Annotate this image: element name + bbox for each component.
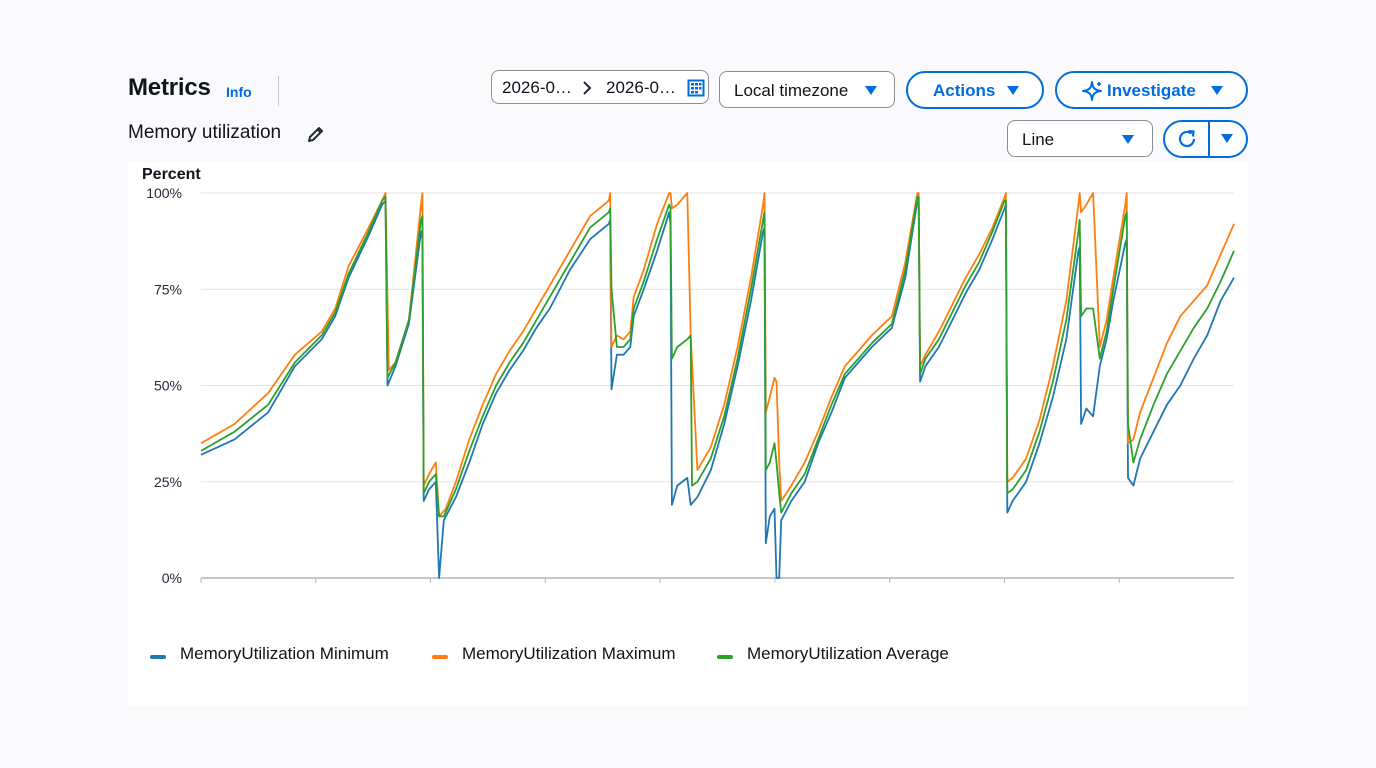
timezone-select-value: Local timezone xyxy=(734,81,849,100)
legend-label-average: MemoryUtilization Average xyxy=(747,644,949,663)
investigate-button[interactable]: Investigate xyxy=(1055,71,1248,109)
y-tick-label: 25% xyxy=(154,474,182,490)
chart-title: Memory utilization xyxy=(128,122,282,143)
date-range-start: 2026-0… xyxy=(502,78,572,97)
actions-button[interactable]: Actions xyxy=(906,71,1044,109)
series-line-average xyxy=(200,196,1235,518)
caret-down-icon xyxy=(1122,135,1134,144)
pencil-icon[interactable] xyxy=(306,124,326,144)
y-tick-label: 0% xyxy=(162,570,182,586)
date-range-end: 2026-0… xyxy=(606,78,676,97)
header-divider xyxy=(278,76,279,106)
caret-down-icon xyxy=(1007,86,1019,95)
y-tick-label: 75% xyxy=(154,281,182,297)
refresh-split-button xyxy=(1163,120,1248,158)
legend-swatch-minimum xyxy=(150,655,166,659)
info-link[interactable]: Info xyxy=(226,84,252,100)
caret-down-icon xyxy=(865,86,877,95)
y-tick-label: 50% xyxy=(154,378,182,394)
investigate-button-label: Investigate xyxy=(1107,81,1196,100)
legend-swatch-average xyxy=(717,655,733,659)
refresh-button[interactable] xyxy=(1165,122,1208,156)
refresh-options-dropdown[interactable] xyxy=(1210,122,1246,156)
calendar-icon[interactable] xyxy=(687,79,705,97)
caret-down-icon xyxy=(1211,86,1223,95)
chevron-right-icon xyxy=(583,81,592,95)
legend-label-minimum: MemoryUtilization Minimum xyxy=(180,644,389,663)
caret-down-icon xyxy=(1221,134,1233,143)
refresh-divider xyxy=(1208,122,1210,156)
y-axis-label: Percent xyxy=(142,166,201,183)
refresh-icon xyxy=(1178,129,1196,148)
memory-utilization-chart: 0% 25% 50% 75% 100% xyxy=(146,185,1235,586)
timezone-select[interactable]: Local timezone xyxy=(719,71,895,108)
sparkle-icon xyxy=(1082,81,1102,101)
actions-button-label: Actions xyxy=(933,81,996,100)
chart-type-select[interactable]: Line xyxy=(1007,120,1153,157)
y-tick-label: 100% xyxy=(146,185,182,201)
legend-label-maximum: MemoryUtilization Maximum xyxy=(462,644,676,663)
date-range-picker[interactable]: 2026-0… 2026-0… xyxy=(491,70,709,104)
chart-type-select-value: Line xyxy=(1022,130,1055,149)
series-line-maximum xyxy=(200,192,1235,518)
page-title: Metrics xyxy=(128,74,211,101)
legend-swatch-maximum xyxy=(432,655,448,659)
